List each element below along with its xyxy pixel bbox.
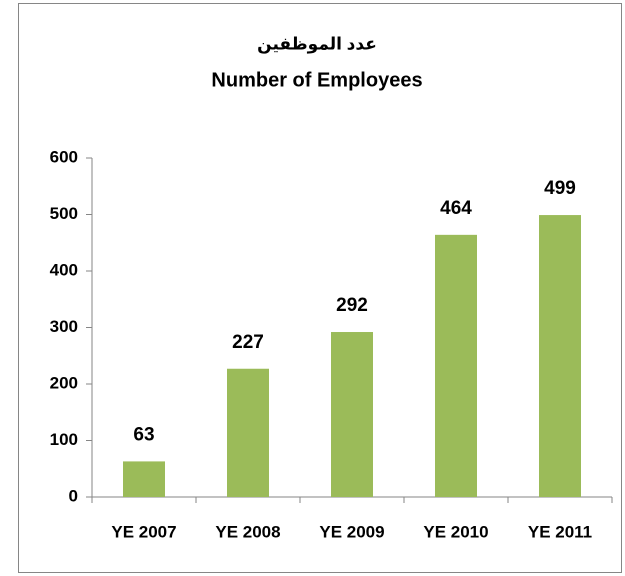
data-label: 464: [440, 198, 472, 219]
data-label: 499: [544, 178, 576, 199]
data-label: 63: [133, 424, 154, 445]
bar: [227, 368, 269, 497]
y-tick-label: 0: [69, 486, 78, 505]
data-label: 292: [336, 295, 368, 316]
y-tick-label: 100: [50, 430, 78, 449]
x-tick-label: YE 2009: [319, 522, 384, 541]
bar: [435, 234, 477, 497]
bar: [123, 461, 165, 497]
x-tick-label: YE 2010: [423, 522, 488, 541]
x-tick-label: YE 2007: [111, 522, 176, 541]
y-tick-label: 200: [50, 373, 78, 392]
chart-title-arabic: عدد الموظفين: [257, 34, 377, 54]
chart-title: Number of Employees: [211, 69, 422, 91]
data-label: 227: [232, 332, 264, 353]
y-tick-label: 400: [50, 260, 78, 279]
x-tick-label: YE 2008: [215, 522, 280, 541]
bar: [331, 332, 373, 497]
y-tick-label: 300: [50, 317, 78, 336]
y-tick-label: 500: [50, 204, 78, 223]
y-tick-label: 600: [50, 147, 78, 166]
x-tick-label: YE 2011: [528, 522, 592, 541]
bar: [539, 215, 581, 497]
chart-border: [18, 3, 622, 573]
